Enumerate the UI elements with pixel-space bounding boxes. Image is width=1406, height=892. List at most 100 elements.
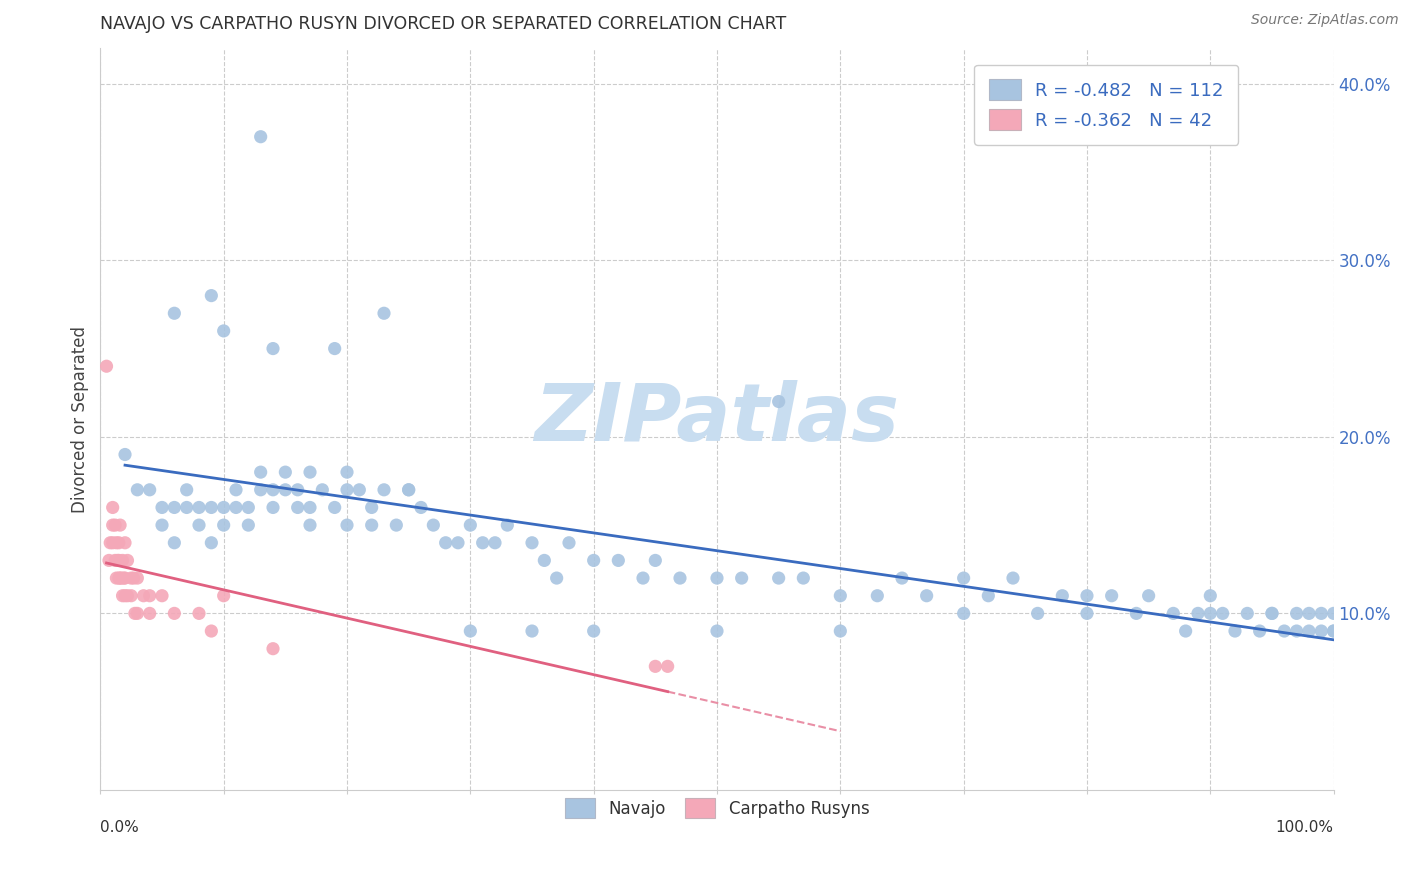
Point <box>1199 589 1222 603</box>
Point <box>582 553 605 567</box>
Point <box>977 589 1000 603</box>
Point <box>398 483 420 497</box>
Point <box>607 553 630 567</box>
Point <box>108 535 131 549</box>
Point <box>1223 624 1246 638</box>
Point <box>212 500 235 515</box>
Point <box>200 500 222 515</box>
Point <box>298 518 321 533</box>
Point <box>1261 607 1284 621</box>
Point <box>1026 607 1049 621</box>
Point <box>176 500 198 515</box>
Point <box>101 535 124 549</box>
Point <box>163 535 186 549</box>
Point <box>1261 607 1284 621</box>
Y-axis label: Divorced or Separated: Divorced or Separated <box>72 326 89 513</box>
Point <box>669 571 692 585</box>
Point <box>114 571 136 585</box>
Point <box>1323 624 1346 638</box>
Point <box>1076 607 1098 621</box>
Text: Source: ZipAtlas.com: Source: ZipAtlas.com <box>1251 13 1399 28</box>
Point <box>768 571 790 585</box>
Point <box>112 571 135 585</box>
Point <box>360 500 382 515</box>
Point <box>792 571 814 585</box>
Point <box>1236 607 1258 621</box>
Point <box>706 624 728 638</box>
Point <box>323 500 346 515</box>
Point <box>262 483 284 497</box>
Point <box>644 553 666 567</box>
Point <box>138 483 160 497</box>
Point <box>120 571 142 585</box>
Point <box>360 518 382 533</box>
Point <box>111 553 134 567</box>
Point <box>1298 624 1320 638</box>
Point <box>287 500 309 515</box>
Point <box>200 535 222 549</box>
Point <box>471 535 494 549</box>
Point <box>105 571 128 585</box>
Point <box>657 659 679 673</box>
Point <box>336 483 359 497</box>
Point <box>274 483 297 497</box>
Point <box>1163 607 1185 621</box>
Point <box>434 535 457 549</box>
Point <box>915 589 938 603</box>
Point <box>520 624 543 638</box>
Point <box>1310 624 1333 638</box>
Point <box>631 571 654 585</box>
Text: 0.0%: 0.0% <box>100 820 139 835</box>
Point <box>107 553 129 567</box>
Point <box>163 306 186 320</box>
Point <box>238 500 260 515</box>
Point <box>138 607 160 621</box>
Point <box>114 448 136 462</box>
Point <box>124 607 146 621</box>
Point <box>866 589 889 603</box>
Point <box>1001 571 1024 585</box>
Point <box>952 607 974 621</box>
Point <box>212 324 235 338</box>
Point <box>409 500 432 515</box>
Point <box>111 589 134 603</box>
Point <box>546 571 568 585</box>
Point <box>1101 589 1123 603</box>
Point <box>127 607 149 621</box>
Point <box>188 518 211 533</box>
Point <box>533 553 555 567</box>
Point <box>117 553 139 567</box>
Point <box>398 483 420 497</box>
Point <box>1187 607 1209 621</box>
Point <box>730 571 752 585</box>
Point <box>274 465 297 479</box>
Point <box>110 571 132 585</box>
Point <box>298 500 321 515</box>
Point <box>891 571 914 585</box>
Point <box>447 535 470 549</box>
Point <box>830 624 852 638</box>
Point <box>496 518 519 533</box>
Point <box>262 641 284 656</box>
Point <box>1125 607 1147 621</box>
Point <box>484 535 506 549</box>
Point <box>105 535 128 549</box>
Point <box>644 659 666 673</box>
Point <box>108 553 131 567</box>
Point <box>1212 607 1234 621</box>
Point <box>188 607 211 621</box>
Point <box>120 589 142 603</box>
Point <box>101 518 124 533</box>
Point <box>96 359 118 374</box>
Point <box>385 518 408 533</box>
Point <box>163 500 186 515</box>
Point <box>1249 624 1271 638</box>
Point <box>582 624 605 638</box>
Point <box>768 394 790 409</box>
Point <box>336 518 359 533</box>
Point <box>200 288 222 302</box>
Point <box>298 465 321 479</box>
Point <box>150 500 173 515</box>
Point <box>311 483 333 497</box>
Point <box>373 483 395 497</box>
